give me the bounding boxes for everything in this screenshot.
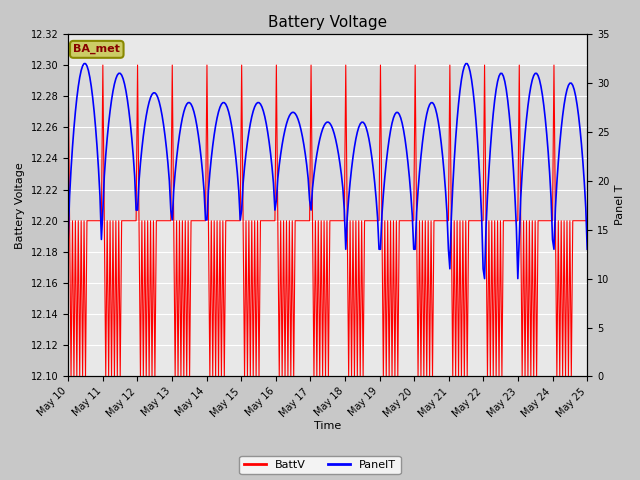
X-axis label: Time: Time bbox=[314, 421, 341, 432]
Y-axis label: Battery Voltage: Battery Voltage bbox=[15, 162, 25, 249]
Bar bbox=[68, 65, 588, 221]
Legend: BattV, PanelT: BattV, PanelT bbox=[239, 456, 401, 474]
Text: BA_met: BA_met bbox=[74, 44, 120, 55]
Y-axis label: Panel T: Panel T bbox=[615, 185, 625, 226]
Title: Battery Voltage: Battery Voltage bbox=[268, 15, 387, 30]
